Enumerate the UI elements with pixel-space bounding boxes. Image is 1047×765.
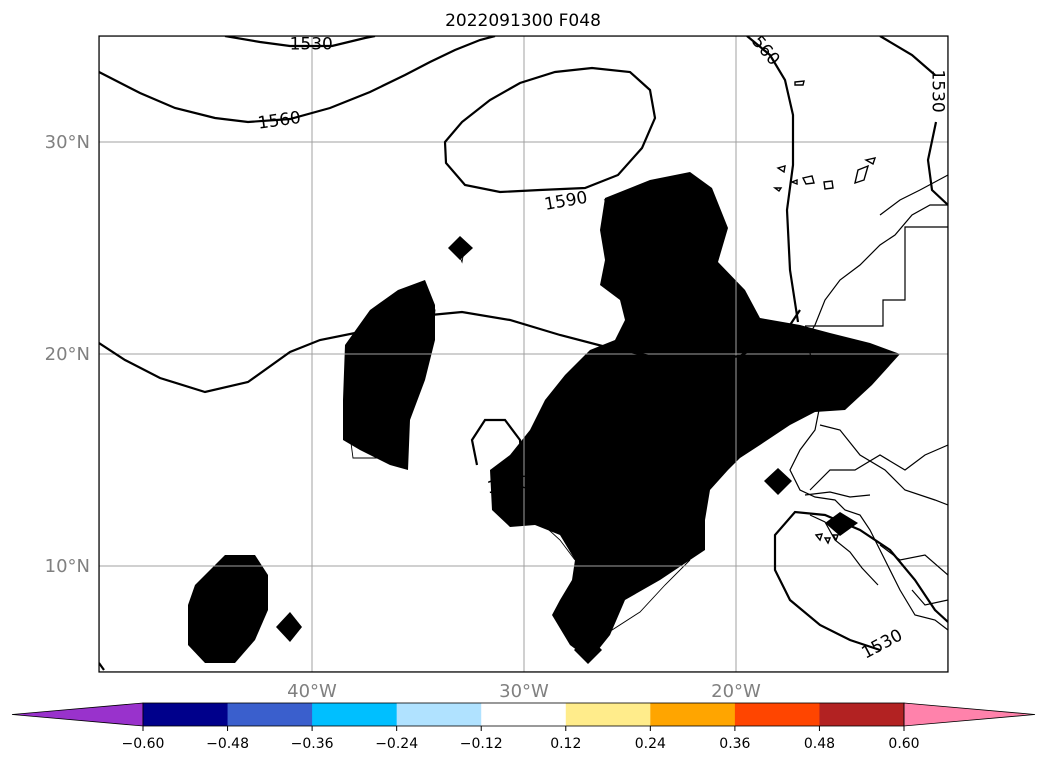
colorbar-tick-label-1: −0.48 bbox=[206, 736, 249, 752]
lat-label-20n: 20°N bbox=[45, 344, 90, 365]
senegal-border bbox=[809, 444, 948, 491]
orange-fill-regions bbox=[203, 182, 890, 652]
contour-label-4: 560 bbox=[747, 32, 783, 70]
colorbar-bin-8 bbox=[819, 703, 905, 726]
cape-verde-7 bbox=[662, 457, 671, 465]
shading-layer bbox=[188, 172, 900, 664]
canary-island-1 bbox=[776, 165, 786, 174]
colorbar-bin-3 bbox=[396, 703, 482, 726]
cape-verde-4 bbox=[670, 433, 680, 441]
contour-1530-middle bbox=[470, 418, 524, 471]
cape-verde-3 bbox=[660, 417, 671, 434]
lon-label-40w: 40°W bbox=[287, 681, 337, 702]
colorbar-tick-label-6: 0.24 bbox=[635, 736, 666, 752]
red-central-blob bbox=[568, 318, 775, 588]
shading-outlines bbox=[189, 174, 799, 647]
canary-island-4 bbox=[823, 180, 834, 190]
colorbar-tick-label-4: −0.12 bbox=[460, 736, 503, 752]
outline-south bbox=[189, 564, 263, 647]
madeira-island bbox=[794, 80, 805, 86]
western-sahara-border bbox=[879, 174, 948, 216]
map-border bbox=[98, 35, 949, 673]
gambia-river bbox=[804, 491, 871, 498]
contour-label-6: 1530 bbox=[858, 625, 906, 663]
colorbar-bin-1 bbox=[227, 703, 313, 726]
colorbar-frame bbox=[142, 702, 905, 727]
colorbar-tick-label-7: 0.36 bbox=[719, 736, 750, 752]
contour-label-5: 1530 bbox=[927, 69, 947, 112]
contour-1590-closed bbox=[443, 66, 657, 194]
yellow-spot-1 bbox=[448, 236, 473, 260]
africa-coast bbox=[789, 204, 948, 631]
orange-spot-1 bbox=[285, 624, 295, 636]
figure-title: 2022091300 F048 bbox=[445, 11, 601, 31]
lon-label-30w: 30°W bbox=[499, 681, 549, 702]
contour-label-1: 1560 bbox=[257, 108, 303, 134]
lon-label-20w: 20°W bbox=[711, 681, 761, 702]
contour-label-2: 1590 bbox=[543, 188, 589, 215]
orange-south-blob-a bbox=[203, 585, 230, 652]
colorbar-bin-0 bbox=[143, 703, 229, 726]
lat-label-10n: 10°N bbox=[45, 556, 90, 577]
red-west-blob bbox=[372, 348, 398, 402]
outline-main bbox=[497, 174, 799, 633]
canary-island-5 bbox=[854, 164, 870, 185]
outline-spot-1 bbox=[454, 239, 466, 264]
outline-west bbox=[347, 285, 436, 469]
mauritania-border bbox=[805, 226, 948, 327]
contour-central bbox=[99, 309, 801, 394]
contour-1560-north bbox=[99, 36, 496, 124]
canary-island-3 bbox=[801, 175, 815, 185]
colorbar-extend-low bbox=[11, 702, 144, 727]
cape-verde-1 bbox=[621, 412, 633, 421]
contour-label-0: 1530 bbox=[290, 34, 333, 54]
colorbar-tick-label-3: −0.24 bbox=[375, 736, 418, 752]
red-fill-regions bbox=[372, 318, 775, 588]
colorbar-tick-label-5: 0.12 bbox=[550, 736, 581, 752]
cape-verde-5 bbox=[638, 459, 648, 466]
inland-border-2 bbox=[879, 544, 948, 576]
inland-border-3 bbox=[911, 589, 948, 606]
canary-island-2 bbox=[790, 178, 798, 186]
cape-verde-2 bbox=[640, 424, 652, 429]
longitude-labels: 40°W 30°W 20°W bbox=[287, 681, 761, 702]
contour-corner-sw bbox=[99, 662, 105, 671]
contour-1530-northeast bbox=[879, 36, 948, 206]
coastlines bbox=[789, 174, 948, 631]
yellow-spot-5 bbox=[574, 636, 602, 664]
colorbar-extend-high bbox=[903, 702, 1036, 727]
gridlines bbox=[99, 36, 948, 672]
inland-border-1 bbox=[819, 424, 948, 506]
colorbar: −0.60 −0.48 −0.36 −0.24 −0.12 0.12 0.24 0.36 0.4… bbox=[11, 702, 1036, 752]
orange-south-blob-b bbox=[226, 566, 250, 628]
canary-island-6 bbox=[864, 157, 877, 166]
islands bbox=[621, 80, 877, 545]
bijagos-islands bbox=[814, 533, 840, 545]
canary-island-7 bbox=[772, 187, 783, 193]
colorbar-bin-7 bbox=[734, 703, 820, 726]
guinea-coast bbox=[809, 514, 879, 586]
yellow-fill-regions bbox=[188, 172, 900, 664]
red-small-blob bbox=[542, 458, 560, 468]
colorbar-tick-label-9: 0.60 bbox=[888, 736, 919, 752]
yellow-spot-3 bbox=[764, 468, 792, 495]
cape-verde-6 bbox=[653, 453, 664, 463]
colorbar-bin-2 bbox=[312, 703, 398, 726]
contour-east-vertical bbox=[746, 36, 800, 323]
colorbar-bin-6 bbox=[650, 703, 736, 726]
colorbar-tick-label-0: −0.60 bbox=[122, 736, 165, 752]
lat-label-30n: 30°N bbox=[45, 132, 90, 153]
colorbar-tick-label-8: 0.48 bbox=[804, 736, 835, 752]
height-contours bbox=[99, 36, 948, 671]
colorbar-bin-5 bbox=[565, 703, 651, 726]
contour-1530-top bbox=[224, 36, 376, 48]
colorbar-tick-label-2: −0.36 bbox=[291, 736, 334, 752]
colorbar-bin-4 bbox=[481, 703, 567, 726]
contour-1530-southeast bbox=[773, 510, 948, 652]
outline-spot-2 bbox=[279, 613, 301, 641]
latitude-labels: 30°N 20°N 10°N bbox=[45, 132, 90, 577]
